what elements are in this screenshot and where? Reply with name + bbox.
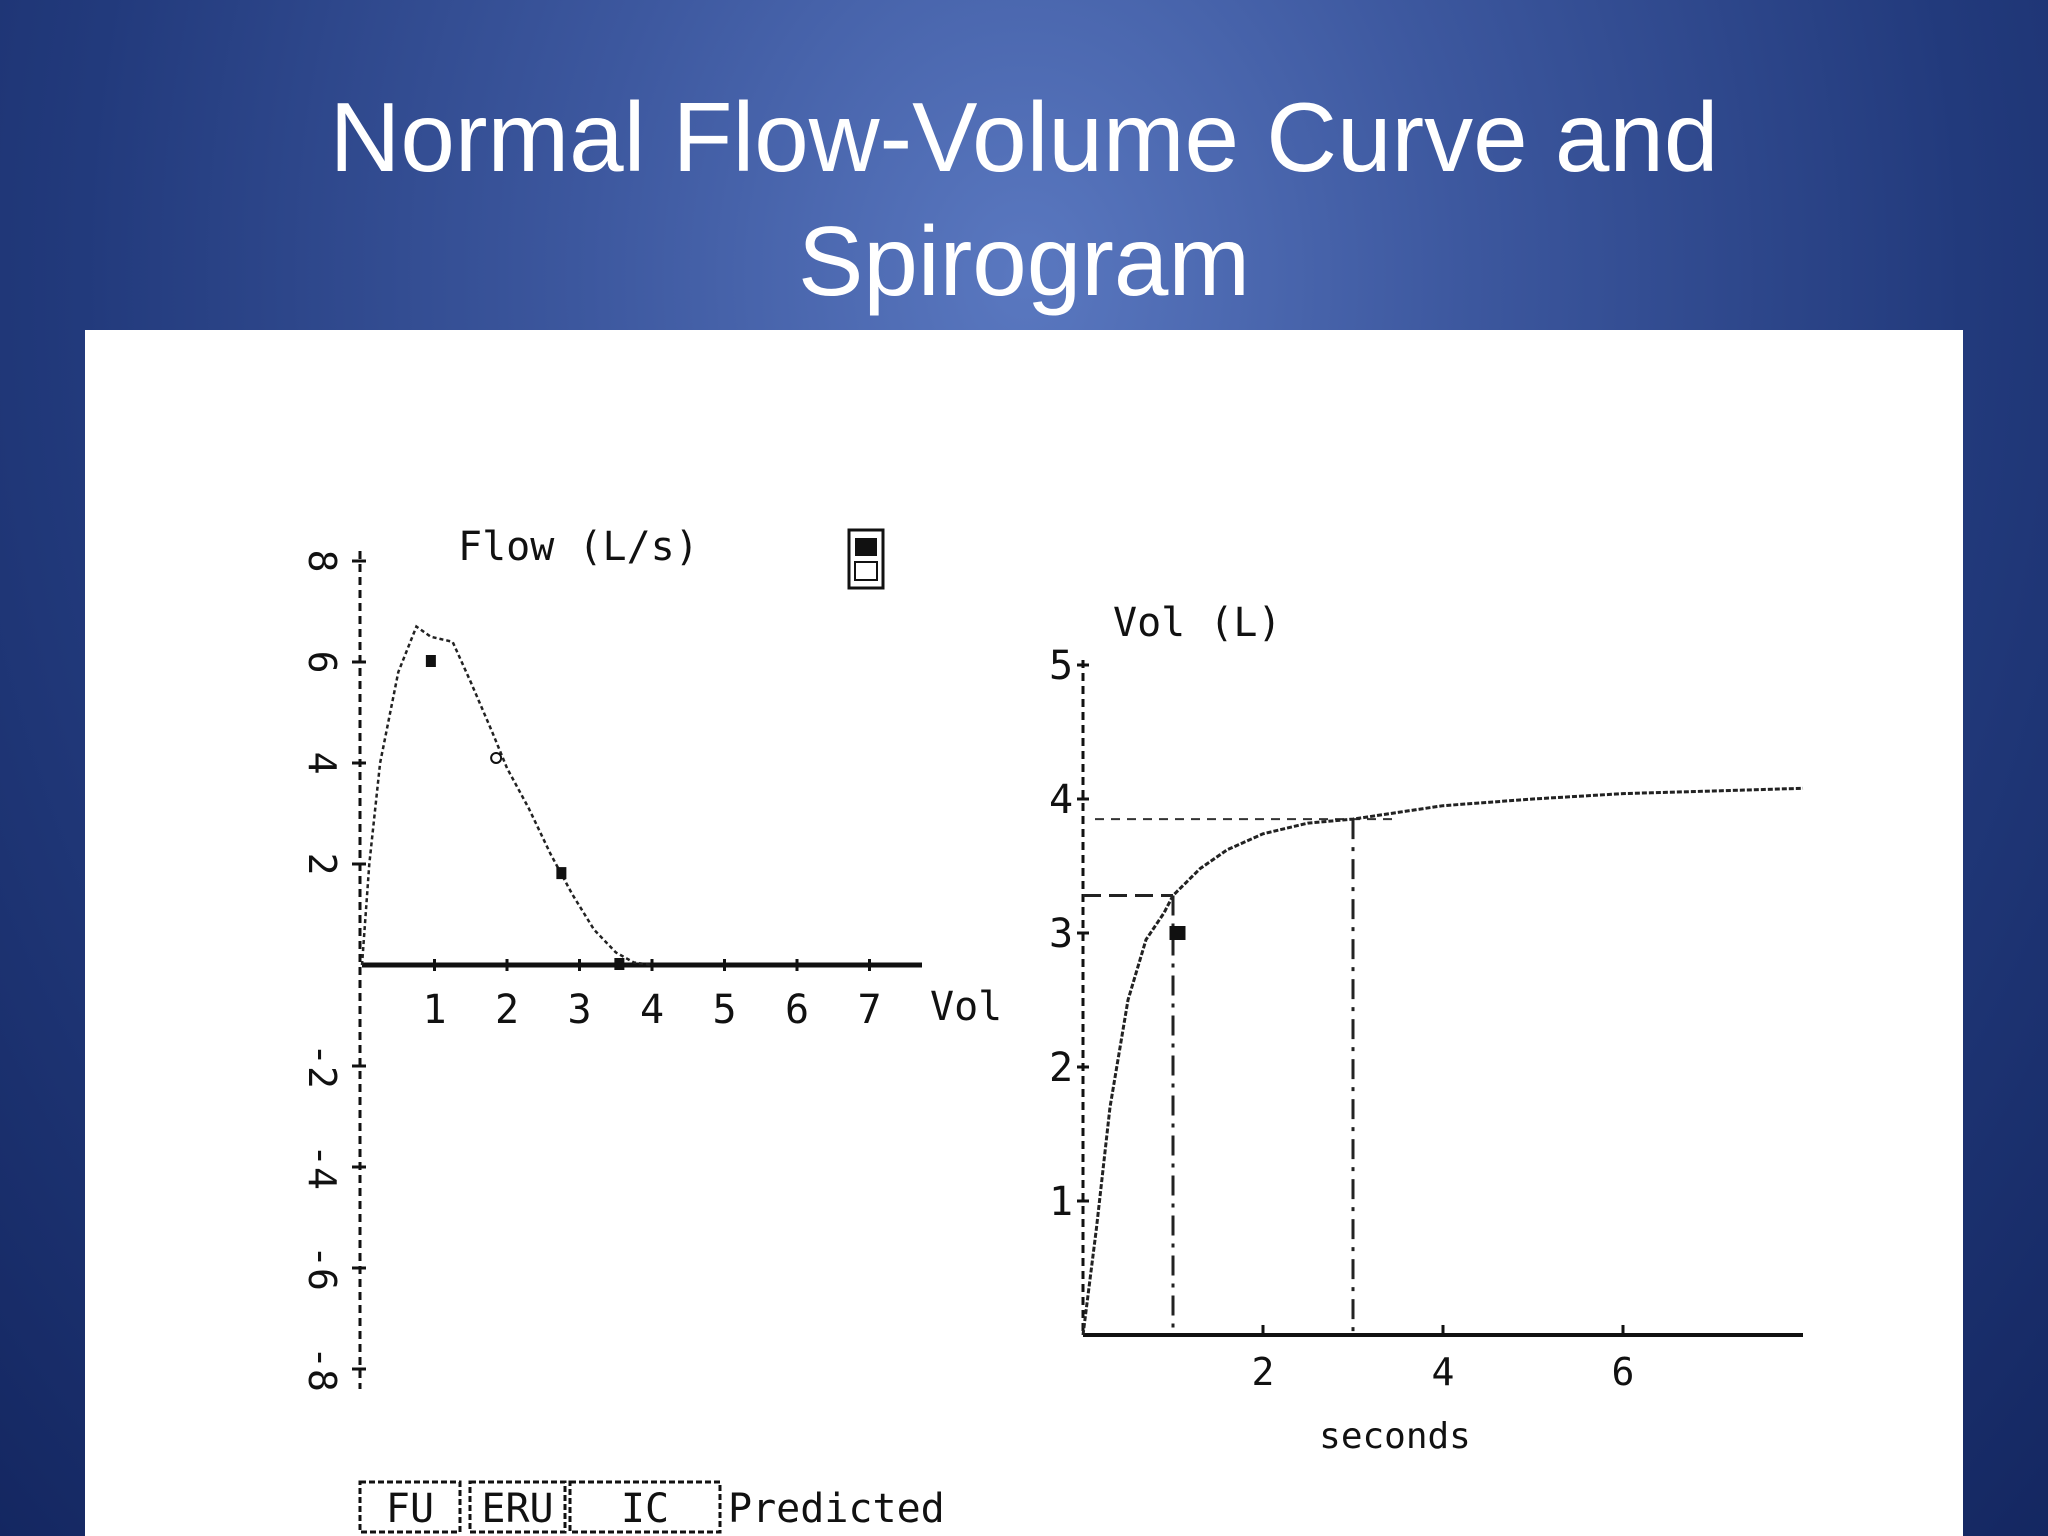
fv-y-tick-label: 4 xyxy=(300,752,344,775)
fv-x-tick-label: 6 xyxy=(785,987,809,1033)
figure-svg: 1 2 3 4 5 6 7 8 6 4 2 -2 -4 -6 -8 Flow (L/s) Vol FU ER… xyxy=(300,524,1804,1534)
figure-panel: 1 2 3 4 5 6 7 8 6 4 2 -2 -4 -6 -8 Flow (L/s) Vol FU ER… xyxy=(85,330,1963,1536)
fv-predicted-marker xyxy=(425,655,436,667)
fv-y-tick-label: 2 xyxy=(300,853,344,876)
fv-y-tick-label: -4 xyxy=(300,1144,344,1190)
slide-title: Normal Flow-Volume Curve and Spirogram xyxy=(0,75,2048,323)
fv-y-label: Flow (L/s) xyxy=(458,524,699,570)
sp-y-tick-label: 1 xyxy=(1049,1179,1073,1225)
sp-x-tick-label: 4 xyxy=(1432,1350,1455,1394)
fv-legend-label: ERU xyxy=(481,1486,553,1532)
fv-y-tick-label: -2 xyxy=(300,1043,344,1089)
sp-y-label: Vol (L) xyxy=(1113,600,1282,646)
sp-y-tick-label: 2 xyxy=(1049,1045,1073,1091)
flow-volume-chart: 1 2 3 4 5 6 7 8 6 4 2 -2 -4 -6 -8 Flow (L/s) Vol FU ER… xyxy=(300,524,1002,1534)
fv-legend-label: FU xyxy=(386,1486,434,1532)
fv-x-tick-label: 5 xyxy=(712,987,736,1033)
sp-x-label: seconds xyxy=(1319,1416,1471,1457)
slide-title-line2: Spirogram xyxy=(797,206,1251,316)
sp-marker xyxy=(1169,926,1186,940)
sp-y-tick-label: 4 xyxy=(1049,777,1073,823)
sp-curve xyxy=(1081,786,1804,1336)
fv-y-tick-label: 6 xyxy=(300,651,344,674)
fv-legend-label: IC xyxy=(621,1486,669,1532)
fv-y-tick-label: 8 xyxy=(300,550,344,573)
fv-legend-box xyxy=(468,1480,567,1534)
fv-x-tick-label: 3 xyxy=(567,987,591,1033)
sp-x-tick-label: 2 xyxy=(1252,1350,1275,1394)
fv-legend-box xyxy=(358,1480,462,1534)
sp-y-tick-label: 3 xyxy=(1049,911,1073,957)
fv-legend-box xyxy=(568,1480,722,1534)
spirogram-chart: 2 4 6 5 4 3 2 1 Vol (L) seconds xyxy=(1049,600,1804,1457)
fv-curve xyxy=(360,624,653,967)
fv-predicted-marker xyxy=(490,751,503,764)
fv-y-tick-label: -8 xyxy=(300,1346,344,1392)
slide-title-line1: Normal Flow-Volume Curve and xyxy=(329,82,1719,192)
fv-legend: FU ERU IC Predicted xyxy=(358,1480,945,1534)
fv-x-label: Vol xyxy=(930,984,1002,1030)
fv-predicted-marker xyxy=(556,867,567,880)
fv-legend-label: Predicted xyxy=(728,1486,945,1532)
sp-y-tick-label: 5 xyxy=(1049,643,1073,689)
fv-badge-icon xyxy=(847,528,885,590)
sp-x-tick-label: 6 xyxy=(1612,1350,1635,1394)
fv-y-tick-label: -6 xyxy=(300,1245,344,1291)
fv-x-tick-label: 2 xyxy=(495,987,519,1033)
fv-x-tick-label: 4 xyxy=(640,987,664,1033)
fv-x-tick-label: 1 xyxy=(422,987,446,1033)
fv-predicted-marker xyxy=(614,958,625,970)
fv-x-tick-label: 7 xyxy=(857,987,881,1033)
